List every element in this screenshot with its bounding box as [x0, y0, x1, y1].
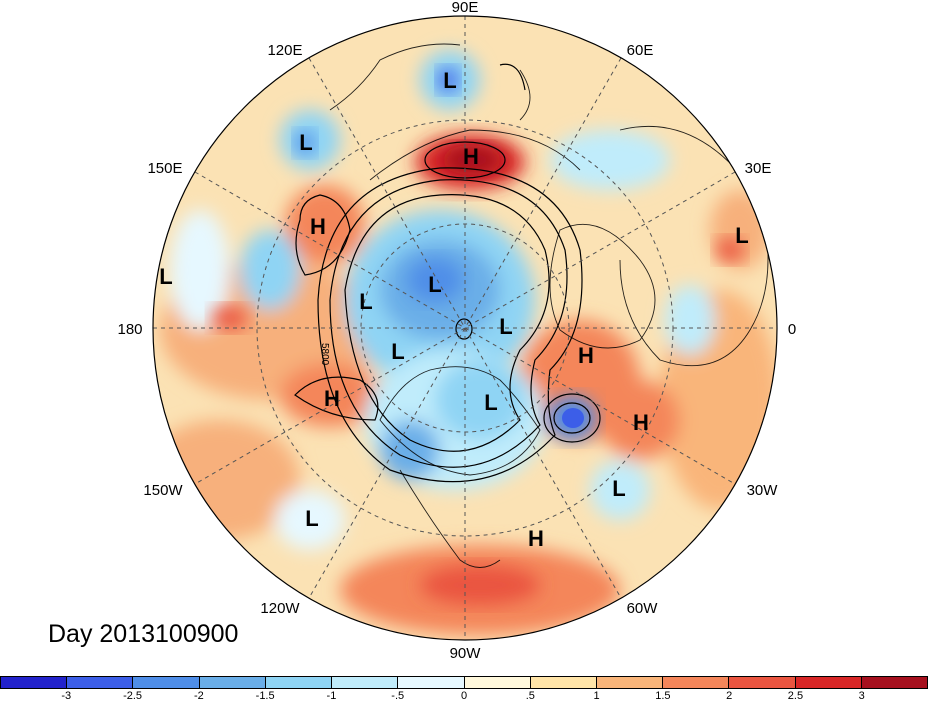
map-title: Day 2013100900 — [48, 620, 239, 648]
colorbar-swatch — [1, 677, 68, 688]
colorbar-swatch — [729, 677, 796, 688]
colorbar-tick-label: -2.5 — [123, 690, 143, 702]
coastlines — [329, 43, 769, 568]
colorbar-swatch — [464, 677, 531, 688]
center-label: L — [299, 130, 312, 155]
colorbar-tick-label: 1.5 — [655, 690, 671, 702]
lon-label-0: 0 — [788, 321, 796, 338]
colorbar-swatch — [199, 677, 266, 688]
colorbar-swatch — [67, 677, 134, 688]
colorbar-swatch — [398, 677, 465, 688]
lon-label-30e: 30E — [745, 160, 772, 177]
polar-map: 90E 120E 60E 150E 30E 180 0 150W 30W 120… — [117, 0, 796, 662]
lon-label-120e: 120E — [267, 42, 302, 59]
center-label: L — [359, 289, 372, 314]
height-contours — [294, 63, 601, 483]
center-label: L — [612, 476, 625, 501]
lon-label-150w: 150W — [143, 482, 183, 499]
center-label: H — [310, 214, 326, 239]
colorbar-tick-label: 1 — [593, 690, 600, 702]
center-label: H — [528, 526, 544, 551]
lon-label-150e: 150E — [147, 160, 182, 177]
colorbar-swatch — [133, 677, 200, 688]
center-label: L — [305, 506, 318, 531]
colorbar-swatch — [795, 677, 862, 688]
center-label: L — [443, 68, 456, 93]
center-label: L — [159, 264, 172, 289]
colorbar-tick-label: .5 — [525, 690, 535, 702]
center-label: L — [484, 390, 497, 415]
center-label: H — [324, 386, 340, 411]
colorbar-swatch — [861, 677, 928, 688]
colorbar-tick-label: 2.5 — [787, 690, 804, 702]
colorbar-tick-label: -1 — [326, 690, 337, 702]
center-label: L — [428, 272, 441, 297]
lon-label-120w: 120W — [260, 600, 300, 617]
colorbar-tick-label: -3 — [61, 690, 72, 702]
lon-label-90w: 90W — [450, 645, 482, 662]
lon-label-60w: 60W — [627, 600, 659, 617]
center-label: L — [735, 223, 748, 248]
colorbar-swatch — [663, 677, 730, 688]
colorbar-tick-label: 2 — [726, 690, 733, 702]
lon-label-60e: 60E — [627, 42, 654, 59]
colorbar-swatch — [596, 677, 664, 688]
lon-label-30w: 30W — [747, 482, 779, 499]
colorbar-swatch — [332, 677, 399, 688]
colorbar-swatches — [0, 676, 928, 689]
colorbar-tick-label: 0 — [460, 690, 468, 702]
graticule — [153, 16, 777, 640]
center-label: H — [578, 343, 594, 368]
center-label: L — [499, 314, 512, 339]
colorbar-tick-label: -.5 — [391, 690, 405, 702]
colorbar-swatch — [530, 677, 597, 688]
lon-label-180: 180 — [117, 321, 142, 338]
center-label: L — [391, 339, 404, 364]
colorbar: -3 -2.5 -2 -1.5 -1 -.5 0 .5 1 1.5 2 2.5 3 — [0, 676, 928, 702]
colorbar-tick-label: -2 — [193, 690, 204, 702]
pressure-centers: L L H H L L L L L L H L H H L L H L — [159, 68, 748, 551]
contour-label: 5800 — [319, 343, 330, 366]
center-label: H — [633, 410, 649, 435]
map-boundary — [152, 15, 778, 641]
longitude-labels: 90E 120E 60E 150E 30E 180 0 150W 30W 120… — [117, 0, 796, 662]
colorbar-swatch — [265, 677, 333, 688]
colorbar-tick-label: -1.5 — [255, 690, 275, 702]
center-label: H — [463, 144, 479, 169]
colorbar-tick-label: 3 — [858, 690, 865, 702]
lon-label-90e: 90E — [452, 0, 479, 16]
